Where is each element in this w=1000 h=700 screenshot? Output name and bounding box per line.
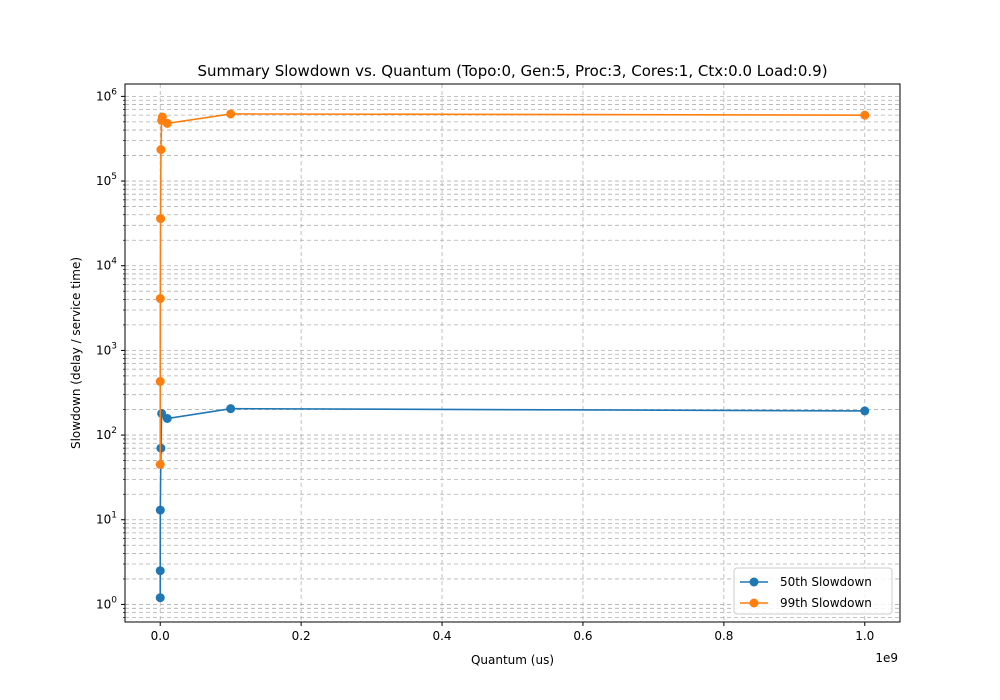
y-tick-exponent: 3 xyxy=(111,341,117,351)
data-point xyxy=(155,294,165,304)
series-line xyxy=(159,407,865,598)
data-point xyxy=(155,459,165,469)
axes-frame xyxy=(124,83,901,623)
legend-label: 50th Slowdown xyxy=(780,575,872,589)
legend-marker xyxy=(749,598,759,608)
y-tick-exponent: 0 xyxy=(111,595,117,605)
data-point xyxy=(162,413,172,423)
legend-box xyxy=(733,567,893,615)
data-point xyxy=(156,214,166,224)
y-tick-label: 102 xyxy=(96,426,117,442)
x-axis-title: Quantum (us) xyxy=(471,653,554,667)
y-tick-label: 101 xyxy=(96,511,117,527)
y-tick-base: 10 xyxy=(96,513,111,527)
data-point xyxy=(155,376,165,386)
data-point xyxy=(226,404,236,414)
x-tick-label: 1.0 xyxy=(855,629,874,643)
chart-title: Summary Slowdown vs. Quantum (Topo:0, Ge… xyxy=(197,62,827,80)
y-tick-base: 10 xyxy=(96,343,111,357)
x-tick-label: 0.6 xyxy=(573,629,592,643)
legend: 50th Slowdown 99th Slowdown xyxy=(733,567,893,615)
y-tick-base: 10 xyxy=(96,428,111,442)
data-point xyxy=(860,110,870,120)
data-point xyxy=(157,112,167,122)
y-tick-exponent: 4 xyxy=(111,257,117,267)
x-tick-label: 0.8 xyxy=(714,629,733,643)
series-99th-slowdown xyxy=(155,109,870,469)
y-tick-label: 103 xyxy=(96,341,117,357)
y-tick-exponent: 2 xyxy=(111,426,117,436)
grid xyxy=(125,84,900,622)
x-tick-label: 0.4 xyxy=(432,629,451,643)
y-tick-base: 10 xyxy=(96,259,111,273)
x-axis-offset-label: 1e9 xyxy=(875,651,898,665)
y-tick-label: 104 xyxy=(96,257,117,273)
data-point xyxy=(155,566,165,576)
x-tick-label: 0.2 xyxy=(292,629,311,643)
y-tick-label: 105 xyxy=(96,172,117,188)
y-axis-title: Slowdown (delay / service time) xyxy=(69,257,83,449)
y-tick-exponent: 5 xyxy=(111,172,117,182)
y-tick-base: 10 xyxy=(96,89,111,103)
data-point xyxy=(155,505,165,515)
y-tick-exponent: 1 xyxy=(111,511,117,521)
series-line xyxy=(159,113,865,465)
data-point xyxy=(860,406,870,416)
data-point xyxy=(156,145,166,155)
series-50th-slowdown xyxy=(155,404,870,603)
data-point xyxy=(162,118,172,128)
series-layer xyxy=(155,109,870,603)
data-point xyxy=(155,593,165,603)
x-tick-label: 0.0 xyxy=(151,629,170,643)
y-tick-label: 100 xyxy=(96,595,117,611)
legend-marker xyxy=(749,577,759,587)
y-tick-exponent: 6 xyxy=(111,87,117,97)
y-tick-base: 10 xyxy=(96,597,111,611)
legend-label: 99th Slowdown xyxy=(780,596,872,610)
y-tick-label: 106 xyxy=(96,87,117,103)
y-tick-base: 10 xyxy=(96,174,111,188)
data-point xyxy=(226,109,236,119)
